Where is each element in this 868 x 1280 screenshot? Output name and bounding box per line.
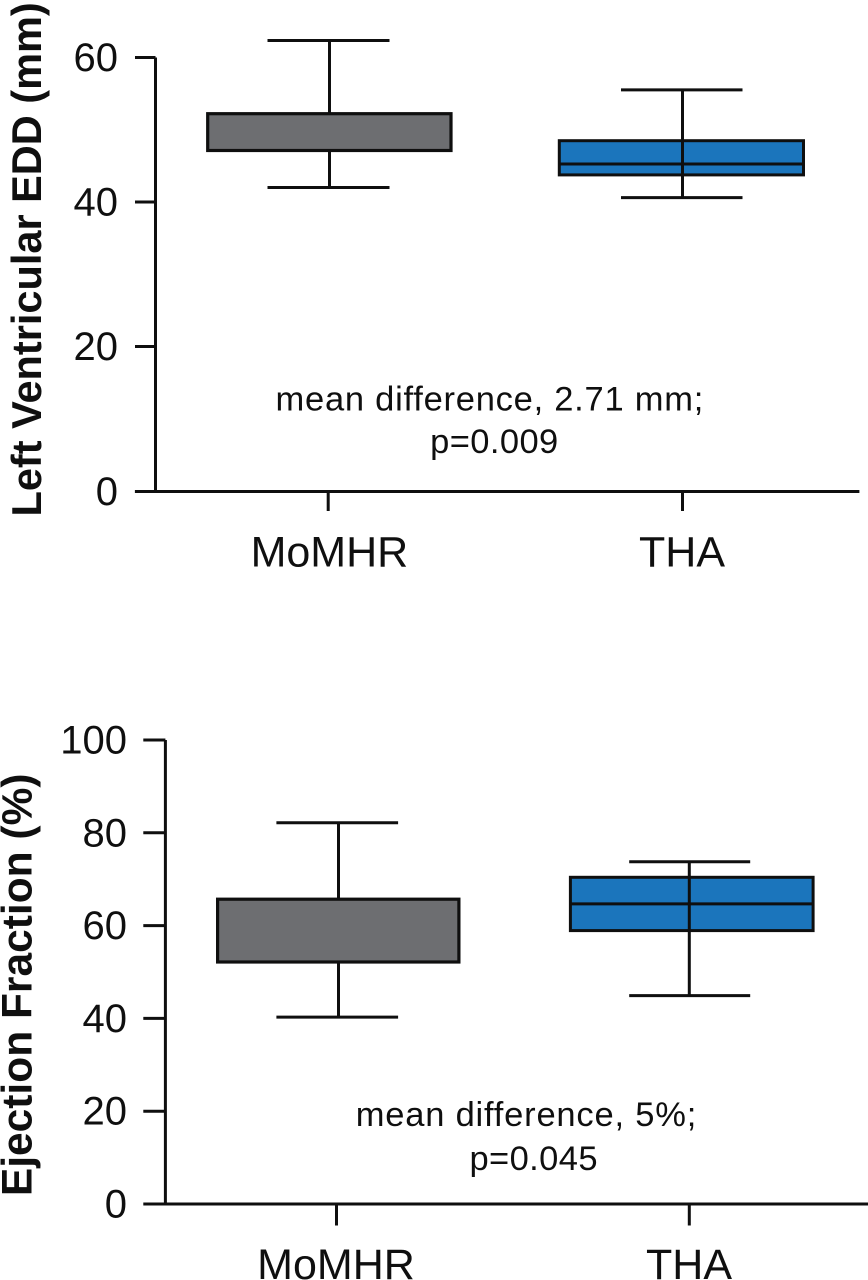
svg-text:Left Ventricular EDD (mm): Left Ventricular EDD (mm)	[3, 2, 50, 516]
svg-text:p=0.009: p=0.009	[430, 423, 558, 461]
svg-text:0: 0	[96, 470, 118, 514]
svg-text:0: 0	[105, 1183, 127, 1227]
svg-text:20: 20	[83, 1090, 128, 1134]
svg-text:20: 20	[74, 325, 119, 369]
svg-text:Ejection Fraction (%): Ejection Fraction (%)	[0, 773, 42, 1196]
svg-text:THA: THA	[639, 529, 725, 577]
svg-text:40: 40	[74, 181, 119, 225]
svg-text:MoMHR: MoMHR	[257, 1241, 415, 1280]
svg-text:p=0.045: p=0.045	[469, 1140, 597, 1178]
svg-text:mean difference, 2.71 mm;: mean difference, 2.71 mm;	[276, 381, 705, 419]
svg-text:60: 60	[83, 904, 128, 948]
svg-text:THA: THA	[646, 1241, 732, 1280]
svg-text:80: 80	[83, 811, 128, 855]
svg-text:mean difference, 5%;: mean difference, 5%;	[356, 1096, 697, 1134]
svg-text:40: 40	[83, 997, 128, 1041]
svg-text:MoMHR: MoMHR	[251, 529, 409, 577]
svg-text:60: 60	[74, 36, 119, 80]
svg-text:100: 100	[60, 719, 127, 763]
